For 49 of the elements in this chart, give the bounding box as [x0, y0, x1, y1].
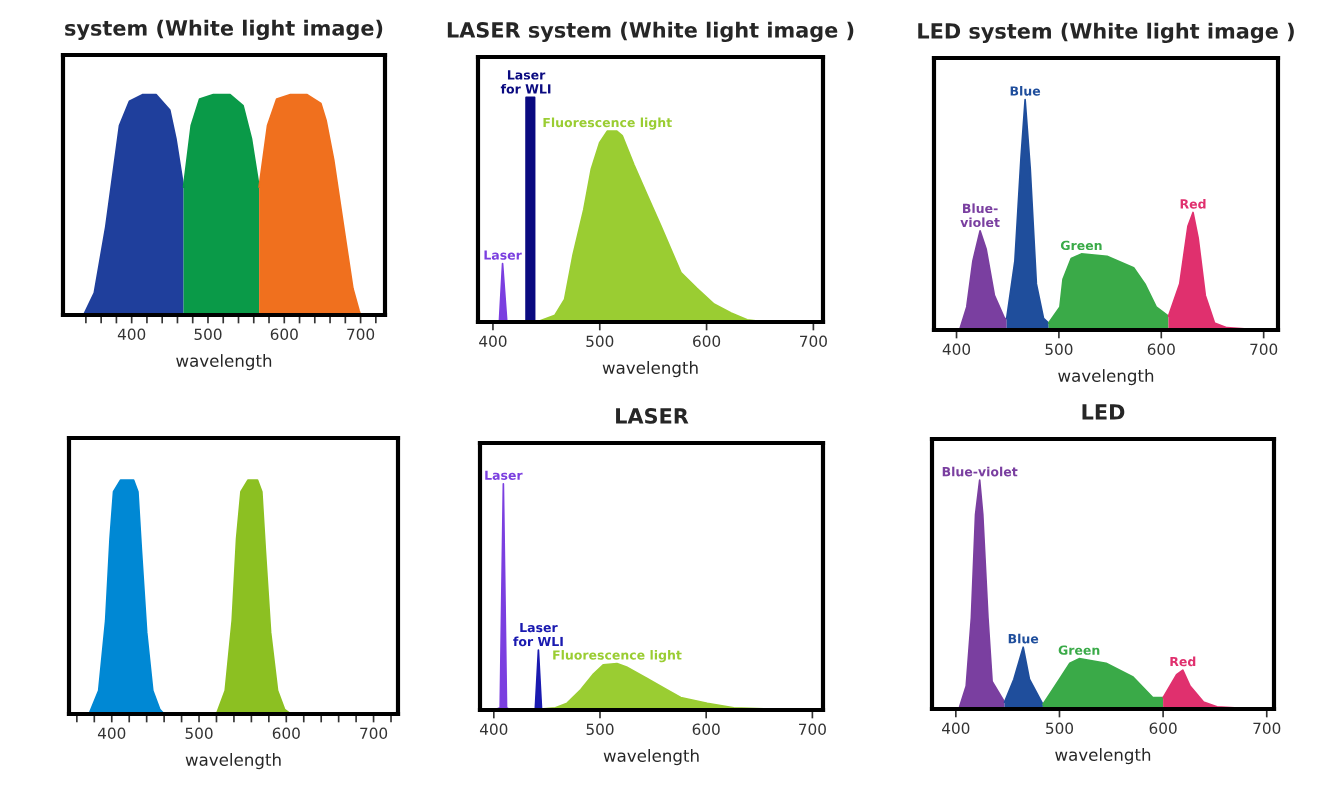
x-tick-label: 400 — [117, 328, 146, 341]
x-tick-label: 600 — [1147, 343, 1175, 356]
series-label: Blue — [1010, 86, 1041, 96]
series-label: Red — [1180, 198, 1206, 209]
x-tick-label: 400 — [942, 343, 971, 356]
x-tick-label: 400 — [942, 722, 970, 735]
chart-title: system (White light image) — [65, 19, 383, 41]
series-label: Fluorescence light — [553, 650, 682, 663]
x-tick-label: 700 — [1253, 722, 1281, 735]
x-axis-title: wavelength — [1058, 369, 1154, 386]
x-axis-title: wavelength — [1055, 748, 1151, 765]
series-label: Blue- violet — [960, 203, 1000, 228]
series-label: Laser for WLI — [513, 622, 563, 647]
series-label: Green — [1060, 240, 1102, 251]
x-tick-label: 700 — [347, 328, 375, 341]
x-tick-label: 600 — [693, 335, 721, 348]
x-tick-label: 600 — [692, 723, 720, 736]
x-tick-label: 600 — [1149, 722, 1177, 735]
x-tick-label: 700 — [360, 727, 388, 740]
x-axis-title: wavelength — [602, 361, 698, 378]
chart-title: LED — [1082, 404, 1125, 420]
series-label: Fluorescence light — [543, 117, 672, 130]
x-tick-label: 700 — [800, 335, 827, 348]
x-tick-label: 500 — [586, 335, 614, 348]
x-tick-label: 400 — [479, 335, 507, 348]
x-axis-title: wavelength — [176, 354, 272, 371]
series-label: Red — [1170, 656, 1196, 667]
x-axis-title: wavelength — [603, 749, 699, 766]
series-label: Laser for WLI — [500, 70, 551, 94]
x-tick-label: 700 — [1250, 343, 1278, 356]
series-label: Laser — [485, 470, 523, 480]
chart-title: LASER system (White light image ) — [447, 21, 854, 43]
x-tick-label: 500 — [1045, 343, 1073, 356]
x-axis-title: wavelength — [185, 753, 281, 770]
x-tick-label: 400 — [479, 723, 508, 736]
chart-title: LASER — [616, 408, 689, 424]
x-tick-label: 500 — [586, 723, 614, 736]
series-label: Green — [1058, 645, 1100, 655]
series-label: Blue — [1008, 633, 1039, 644]
series-label: Laser — [484, 250, 522, 260]
x-tick-label: 600 — [270, 328, 298, 341]
series-label: Blue-violet — [942, 466, 1018, 477]
x-tick-label: 500 — [1046, 722, 1074, 735]
x-tick-label: 500 — [185, 727, 213, 740]
x-tick-label: 700 — [799, 723, 826, 736]
chart-title: LED system (White light image ) — [918, 22, 1294, 44]
x-tick-label: 500 — [194, 328, 222, 341]
x-tick-label: 400 — [97, 727, 126, 740]
x-tick-label: 600 — [272, 727, 300, 740]
